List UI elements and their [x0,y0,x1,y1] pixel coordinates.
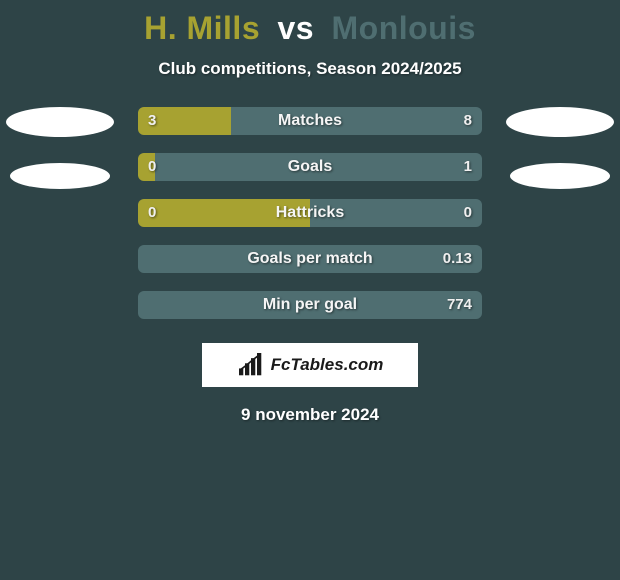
stat-row: Matches3 8 [138,107,482,135]
stat-label: Goals per match [138,245,482,273]
left-logo-column [0,107,120,189]
stat-value-left: 0 [138,153,166,181]
stat-label: Min per goal [138,291,482,319]
main-content: Matches38Goals01Hattricks00Goals per mat… [0,107,620,425]
player1-name: H. Mills [144,10,260,46]
right-logo-column [500,107,620,189]
stat-value-right: 1 [454,153,482,181]
comparison-title: H. Mills vs Monlouis [0,0,620,47]
vs-label: vs [278,10,315,46]
stat-value-right: 774 [437,291,482,319]
stat-label: Hattricks [138,199,482,227]
stat-value-right: 0 [454,199,482,227]
stat-label: Matches [138,107,482,135]
stat-row: Goals0 1 [138,153,482,181]
club-logo-placeholder [6,107,114,137]
stat-row: Goals per match0.13 [138,245,482,273]
club-logo-placeholder [510,163,610,189]
stat-label: Goals [138,153,482,181]
brand-text: FcTables.com [271,355,384,375]
brand-box[interactable]: FcTables.com [202,343,418,387]
stat-value-right: 0.13 [433,245,482,273]
stat-row: Min per goal774 [138,291,482,319]
date-label: 9 november 2024 [0,405,620,425]
brand-chart-icon [237,353,265,377]
player2-name: Monlouis [331,10,475,46]
stat-value-left: 0 [138,199,166,227]
stat-row: Hattricks0 0 [138,199,482,227]
stat-value-right: 8 [454,107,482,135]
club-logo-placeholder [506,107,614,137]
subtitle: Club competitions, Season 2024/2025 [0,59,620,79]
stats-container: Matches38Goals01Hattricks00Goals per mat… [138,107,482,319]
stat-value-left: 3 [138,107,166,135]
club-logo-placeholder [10,163,110,189]
